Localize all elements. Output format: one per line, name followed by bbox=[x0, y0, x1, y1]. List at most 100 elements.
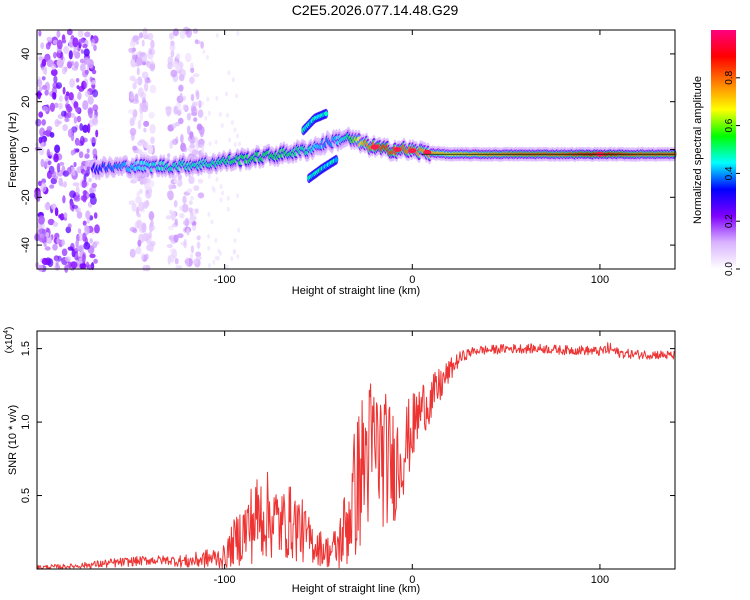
noise-speckle bbox=[183, 146, 188, 153]
noise-speckle bbox=[150, 136, 155, 144]
noise-speckle bbox=[167, 56, 174, 65]
noise-speckle bbox=[212, 259, 216, 265]
noise-speckle bbox=[219, 184, 223, 190]
spectrogram-panel: -100 0 100 -40 -20 0 20 40 Height of straight … bbox=[7, 26, 677, 297]
noise-speckle bbox=[82, 220, 87, 226]
noise-speckle bbox=[129, 75, 136, 82]
noise-speckle bbox=[41, 76, 46, 81]
noise-speckle bbox=[206, 54, 209, 60]
noise-speckle bbox=[148, 211, 155, 221]
noise-speckle bbox=[141, 223, 147, 233]
noise-speckle bbox=[198, 138, 205, 145]
snr-background bbox=[37, 331, 675, 569]
noise-speckle bbox=[53, 51, 57, 59]
noise-speckle bbox=[214, 139, 218, 145]
noise-speckle bbox=[54, 102, 59, 109]
noise-speckle bbox=[194, 40, 201, 45]
noise-speckle bbox=[87, 107, 94, 115]
noise-speckle bbox=[89, 76, 93, 83]
y-tick-label: 40 bbox=[20, 48, 32, 60]
noise-speckle bbox=[84, 225, 90, 235]
ridge-hotspot bbox=[408, 148, 417, 154]
noise-speckle bbox=[80, 49, 84, 54]
noise-speckle bbox=[127, 109, 135, 114]
noise-speckle bbox=[204, 115, 208, 121]
noise-speckle bbox=[196, 235, 201, 241]
noise-speckle bbox=[58, 214, 62, 219]
noise-speckle bbox=[191, 149, 199, 156]
noise-speckle bbox=[132, 228, 138, 234]
noise-speckle bbox=[180, 133, 184, 144]
snr-x-label: Height of straight line (km) bbox=[292, 583, 420, 595]
noise-speckle bbox=[78, 232, 83, 242]
noise-speckle bbox=[87, 123, 91, 134]
noise-speckle bbox=[226, 206, 230, 212]
noise-speckle bbox=[38, 76, 41, 85]
noise-speckle bbox=[91, 182, 97, 189]
noise-speckle bbox=[45, 232, 50, 238]
noise-speckle bbox=[81, 179, 87, 189]
noise-speckle bbox=[53, 154, 59, 163]
noise-speckle bbox=[61, 248, 68, 257]
noise-speckle bbox=[55, 82, 63, 89]
colorbar-label: Normalized spectral amplitude bbox=[692, 76, 704, 224]
noise-speckle bbox=[140, 252, 145, 261]
noise-speckle bbox=[237, 227, 241, 233]
noise-speckle bbox=[41, 58, 47, 67]
noise-speckle bbox=[149, 84, 157, 94]
colorbar-tick-label: 0.2 bbox=[724, 214, 735, 228]
noise-speckle bbox=[132, 35, 138, 42]
noise-speckle bbox=[59, 95, 63, 103]
noise-speckle bbox=[143, 120, 150, 127]
noise-speckle bbox=[82, 124, 89, 133]
noise-speckle bbox=[45, 42, 51, 50]
colorbar-tick-label: 0.4 bbox=[724, 166, 735, 180]
noise-speckle bbox=[167, 153, 171, 158]
noise-speckle bbox=[75, 106, 80, 113]
noise-speckle bbox=[67, 111, 72, 119]
spectrogram-y-label: Frequency (Hz) bbox=[7, 112, 19, 188]
noise-speckle bbox=[38, 111, 44, 118]
noise-speckle bbox=[199, 130, 204, 138]
noise-speckle bbox=[233, 142, 237, 148]
noise-speckle bbox=[79, 123, 84, 131]
noise-speckle bbox=[44, 89, 49, 96]
noise-speckle bbox=[165, 106, 172, 116]
noise-speckle bbox=[186, 112, 191, 121]
noise-speckle bbox=[66, 167, 72, 175]
noise-speckle bbox=[62, 86, 66, 95]
noise-speckle bbox=[202, 49, 206, 55]
noise-speckle bbox=[230, 120, 234, 125]
noise-speckle bbox=[230, 256, 234, 262]
noise-speckle bbox=[40, 182, 47, 193]
noise-speckle bbox=[172, 28, 179, 37]
noise-speckle bbox=[41, 257, 49, 266]
noise-speckle bbox=[139, 112, 143, 122]
noise-speckle bbox=[42, 84, 48, 90]
noise-speckle bbox=[169, 140, 173, 150]
noise-speckle bbox=[207, 174, 211, 180]
noise-speckle bbox=[86, 148, 90, 154]
noise-speckle bbox=[149, 63, 155, 70]
noise-speckle bbox=[49, 184, 55, 189]
noise-speckle bbox=[137, 119, 142, 130]
noise-speckle bbox=[82, 70, 88, 78]
noise-speckle bbox=[67, 61, 72, 69]
frequency-ridge-layer bbox=[91, 108, 677, 184]
noise-speckle bbox=[79, 58, 85, 64]
noise-speckle bbox=[49, 170, 57, 178]
noise-speckle bbox=[150, 39, 155, 50]
noise-speckle bbox=[208, 262, 211, 268]
noise-speckle bbox=[206, 96, 210, 102]
noise-speckle bbox=[236, 193, 240, 199]
noise-speckle bbox=[67, 128, 73, 138]
noise-speckle bbox=[188, 176, 195, 184]
noise-speckle bbox=[71, 126, 78, 133]
noise-speckle bbox=[175, 265, 183, 270]
noise-speckle bbox=[192, 73, 200, 78]
noise-speckle bbox=[93, 258, 98, 264]
noise-speckle bbox=[220, 123, 224, 128]
noise-speckle bbox=[179, 29, 186, 39]
snr-frame bbox=[36, 330, 676, 570]
noise-speckle bbox=[138, 202, 143, 210]
